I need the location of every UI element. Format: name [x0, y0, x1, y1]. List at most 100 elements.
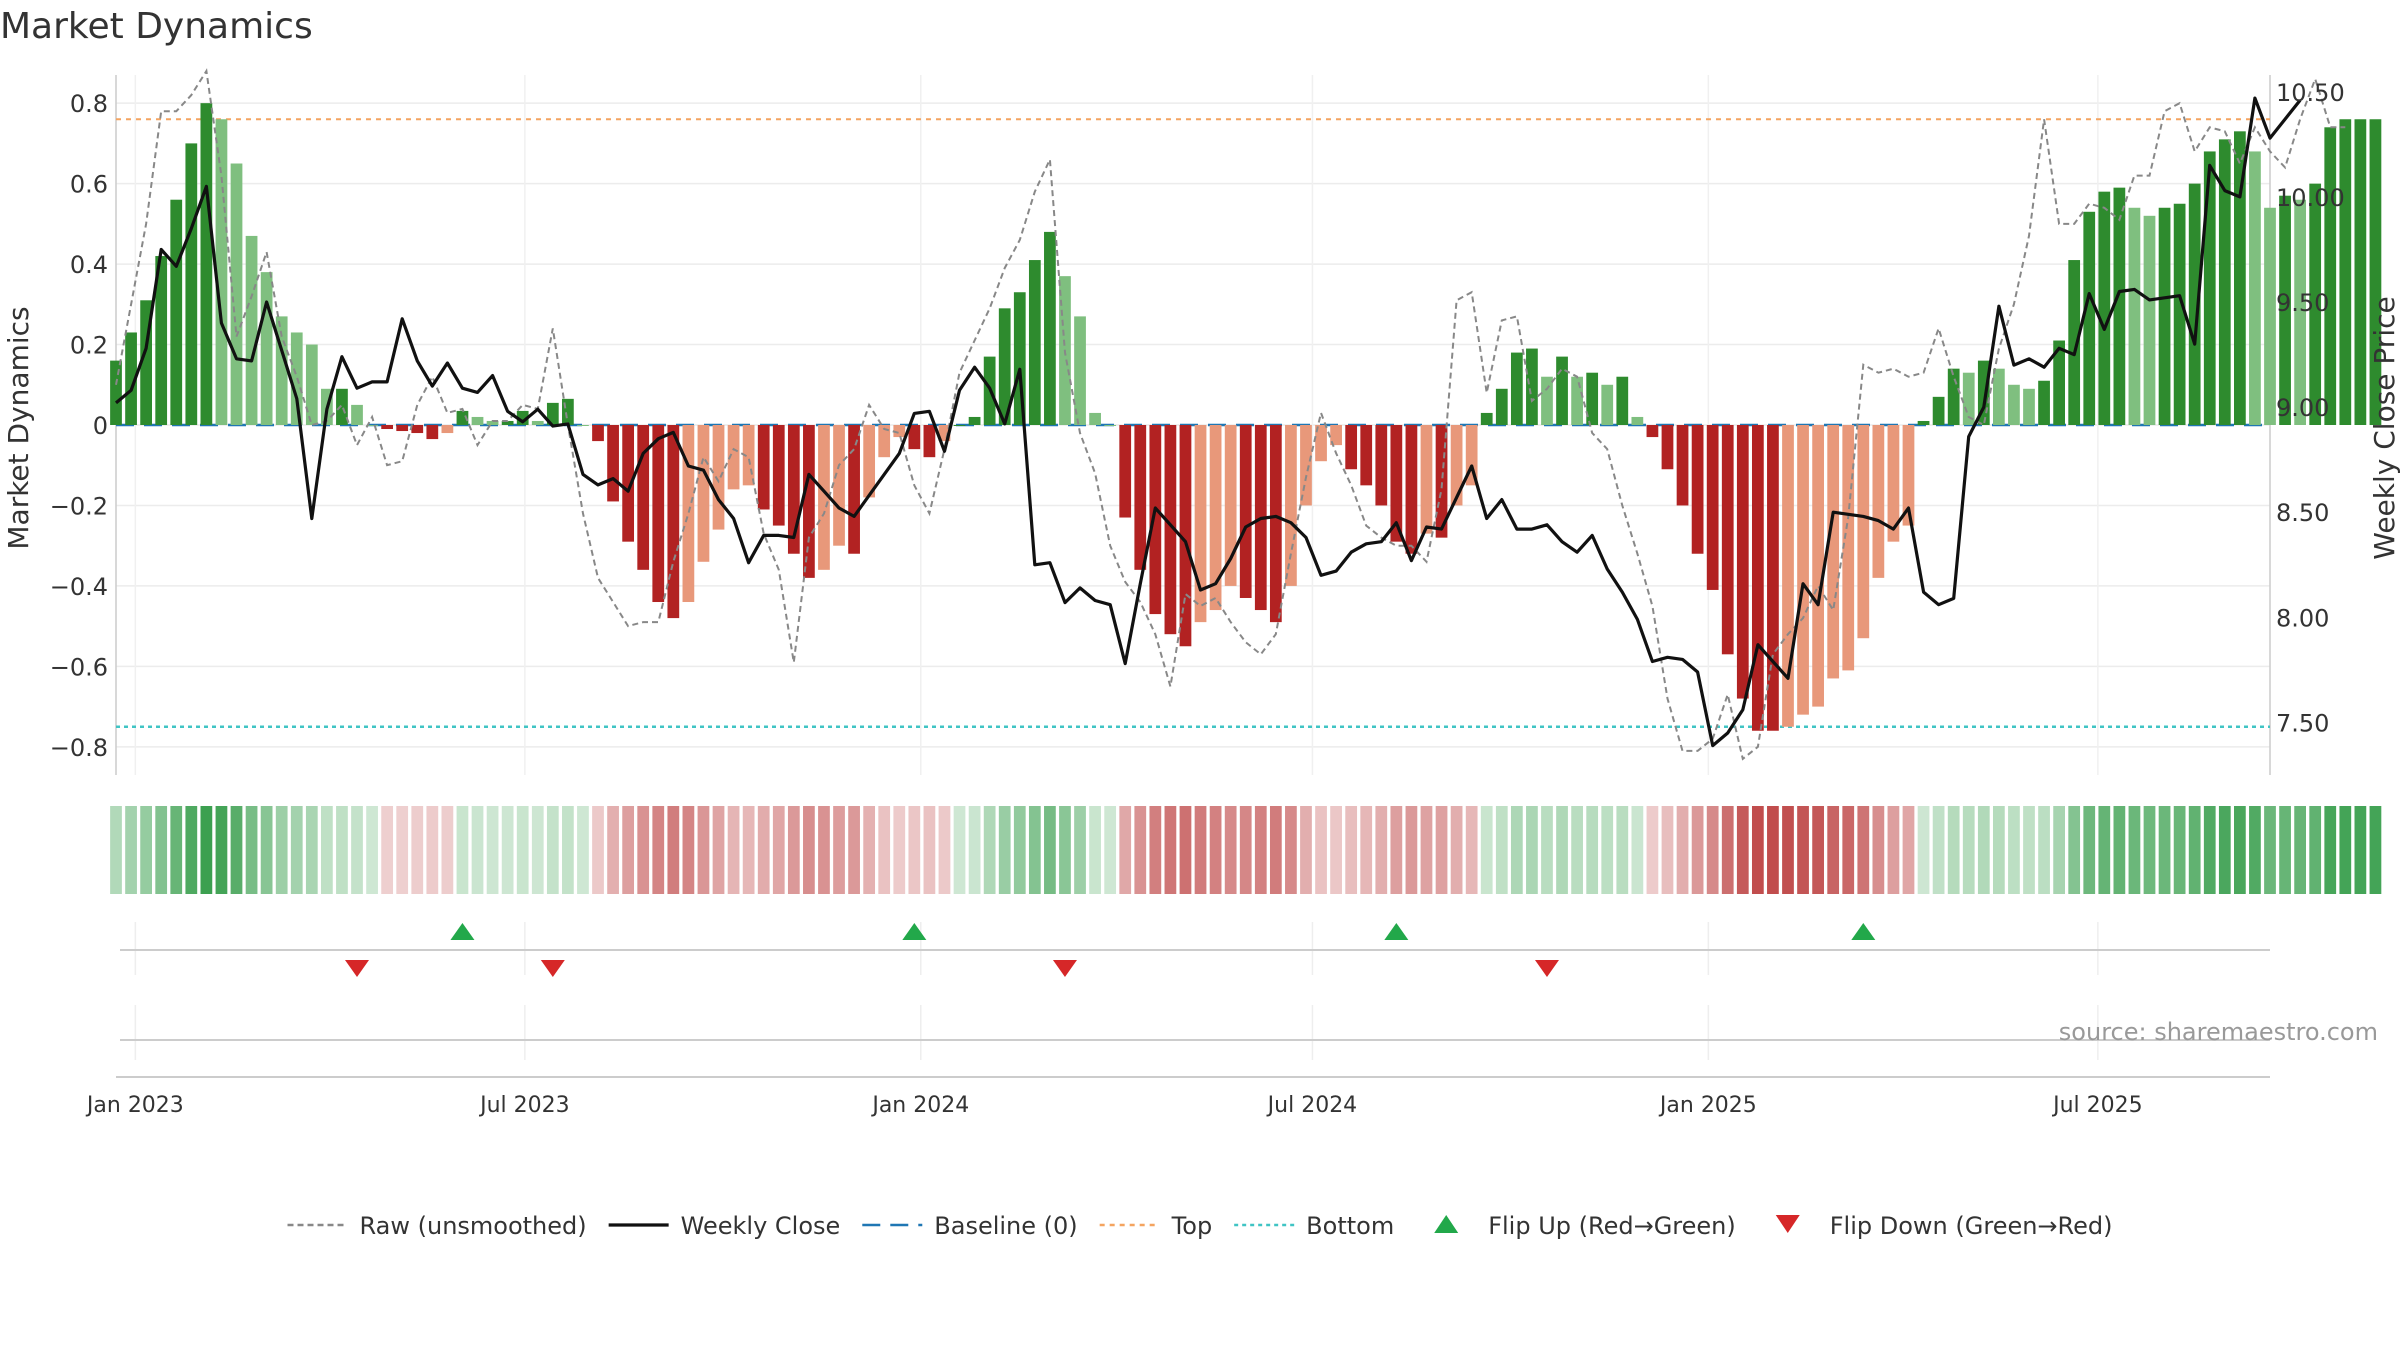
bar — [1962, 372, 1975, 425]
bar — [1646, 425, 1659, 438]
right-tick-label: 7.50 — [2276, 709, 2329, 737]
heat-cell — [1300, 806, 1312, 894]
heat-cell — [1917, 806, 1930, 894]
heat-cell — [2188, 806, 2201, 894]
bar — [652, 425, 665, 603]
heat-cell — [1812, 806, 1824, 894]
bar — [486, 420, 499, 425]
x-axis: Jan 2023 Jul 2023 Jan 2024 Jul 2024 Jan 2025… — [85, 1076, 2270, 1118]
bar — [2128, 207, 2141, 425]
heat-cell — [1074, 806, 1086, 894]
heat-cell — [2068, 806, 2081, 894]
bar — [2188, 183, 2201, 425]
heat-cell — [1405, 806, 1418, 894]
heat-cell — [818, 806, 830, 894]
bar — [1450, 425, 1463, 506]
left-tick-label: 0.2 — [70, 332, 108, 360]
bar — [381, 425, 394, 430]
heat-cell — [998, 806, 1011, 894]
bar — [411, 425, 424, 434]
bar — [953, 425, 966, 426]
heat-cell — [1631, 806, 1644, 894]
right-tick-label: 8.00 — [2276, 604, 2329, 632]
heat-cell — [1691, 806, 1704, 894]
left-tick-label: −0.6 — [50, 653, 108, 681]
heat-cell — [1360, 806, 1373, 894]
bar — [818, 425, 830, 570]
legend-label: Flip Down (Green→Red) — [1830, 1212, 2113, 1240]
left-tick-label: 0.6 — [70, 171, 108, 199]
bar — [2023, 388, 2035, 425]
bar — [1601, 384, 1614, 425]
bar — [1315, 425, 1327, 462]
heat-cell — [1254, 806, 1267, 894]
bars — [110, 103, 2382, 731]
legend-label: Top — [1171, 1212, 1213, 1240]
heat-cell — [2158, 806, 2171, 894]
x-tick-label: Jan 2023 — [85, 1093, 184, 1118]
bar — [1676, 425, 1689, 506]
bar — [998, 308, 1011, 425]
heat-cell — [667, 806, 680, 894]
heat-cell — [1013, 806, 1026, 894]
heat-cell — [411, 806, 424, 894]
heat-cell — [471, 806, 484, 894]
weekly-close-series — [114, 96, 2302, 748]
bar — [2354, 119, 2367, 426]
bar — [1360, 425, 1373, 486]
heat-cell — [938, 806, 951, 894]
bar — [501, 420, 514, 425]
bar — [1887, 425, 1900, 542]
bar — [2279, 195, 2291, 425]
bar — [260, 272, 273, 425]
heat-cell — [1586, 806, 1599, 894]
bar — [125, 332, 137, 425]
heat-cell — [1526, 806, 1538, 894]
heat-cell — [426, 806, 439, 894]
heat-cell — [366, 806, 378, 894]
heat-cell — [290, 806, 303, 894]
bar — [140, 300, 153, 425]
heat-cell — [275, 806, 288, 894]
heat-cell — [200, 806, 213, 894]
heat-cell — [381, 806, 394, 894]
heat-cell — [1646, 806, 1659, 894]
right-tick-label: 9.50 — [2276, 289, 2329, 317]
heat-cell — [577, 806, 589, 894]
bar — [742, 425, 755, 486]
heat-cell — [1721, 806, 1734, 894]
bar — [1044, 231, 1056, 425]
heat-cell — [1887, 806, 1900, 894]
bar — [1420, 425, 1433, 534]
heat-cell — [1315, 806, 1327, 894]
heat-cell — [245, 806, 258, 894]
heat-cell — [1827, 806, 1840, 894]
bar — [185, 143, 198, 425]
heat-cell — [1194, 806, 1207, 894]
bar — [1977, 360, 1990, 425]
bar — [592, 425, 604, 442]
right-tick-label: 10.50 — [2276, 79, 2345, 107]
heat-cell — [456, 806, 469, 894]
bar — [366, 425, 378, 426]
bar — [1269, 425, 1282, 623]
bar — [305, 344, 318, 425]
raw-line — [115, 68, 2346, 761]
left-axis-label: Market Dynamics — [2, 306, 35, 549]
x-tick-label: Jul 2025 — [2051, 1093, 2143, 1118]
bar — [1872, 425, 1885, 578]
bar — [1435, 425, 1448, 538]
flip-up-marker — [1384, 923, 1409, 940]
heat-cell — [1104, 806, 1117, 894]
heat-cell — [1736, 806, 1749, 894]
heat-cell — [321, 806, 333, 894]
bar — [1013, 292, 1026, 425]
heat-cell — [125, 806, 137, 894]
heat-cell — [1345, 806, 1358, 894]
bar — [1405, 425, 1418, 554]
right-axis-label: Weekly Close Price — [2368, 296, 2400, 559]
right-tick-label: 10.00 — [2276, 184, 2345, 212]
heat-cell — [140, 806, 153, 894]
heat-cell — [1044, 806, 1056, 894]
heat-cell — [908, 806, 921, 894]
